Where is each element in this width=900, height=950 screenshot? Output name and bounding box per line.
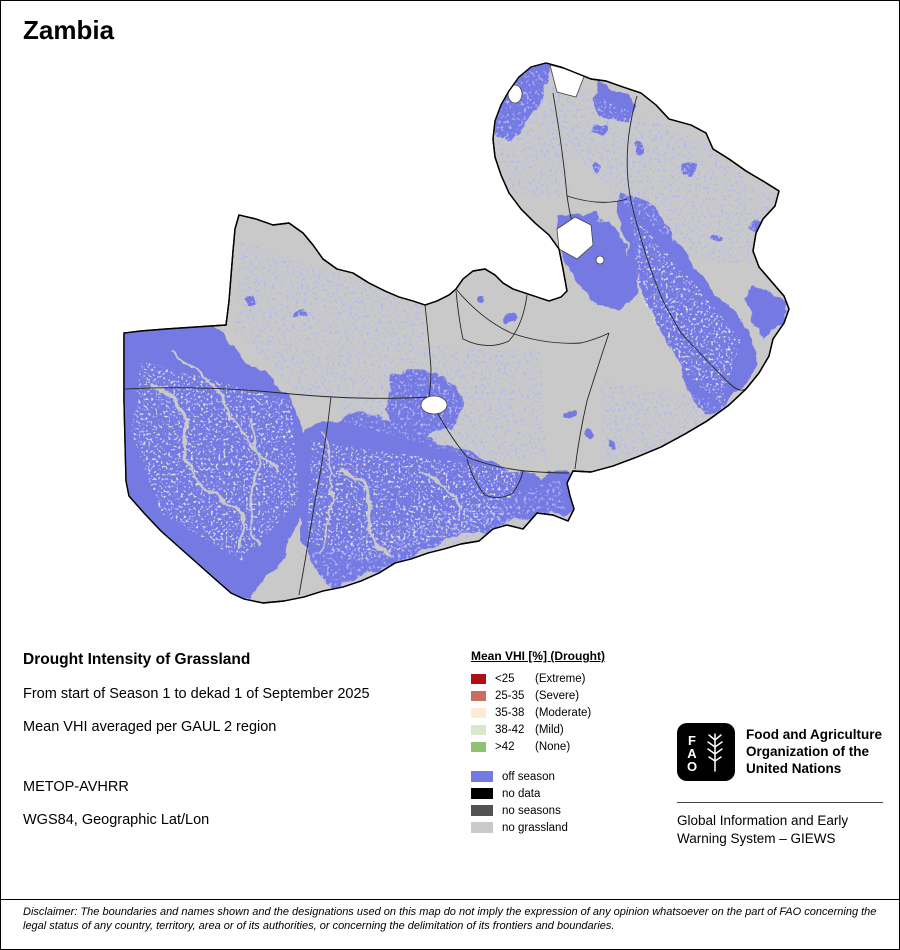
legend-extra-label: no data	[502, 787, 541, 800]
legend-extra-row: no data	[471, 785, 605, 802]
legend-class-name: (Extreme)	[535, 672, 586, 685]
fao-block: F A O Food and Agriculture Organization …	[677, 723, 885, 848]
giews-label: Global Information and Early Warning Sys…	[677, 813, 849, 846]
grass-veins	[150, 349, 461, 557]
legend-class-range: 25-35	[495, 689, 525, 702]
legend-swatch-no-grassland	[471, 822, 493, 833]
info-heading: Drought Intensity of Grassland	[23, 651, 251, 668]
disclaimer-text: Disclaimer: The boundaries and names sho…	[1, 899, 899, 933]
page-title: Zambia	[23, 15, 115, 45]
info-period: From start of Season 1 to dekad 1 of Sep…	[23, 686, 370, 702]
legend-class-range: <25	[495, 672, 515, 685]
wheat-icon	[707, 733, 723, 772]
legend-swatch-severe	[471, 690, 486, 701]
legend-extra-label: no seasons	[502, 804, 561, 817]
legend-swatch-no-data	[471, 788, 493, 799]
legend-extra-row: no grassland	[471, 819, 605, 836]
map-info: Drought Intensity of Grassland From star…	[23, 651, 370, 828]
legend-swatch-mild	[471, 724, 486, 735]
legend-class-row: 38-42 (Mild)	[471, 721, 605, 738]
legend-class-name: (Severe)	[535, 689, 580, 702]
legend-class-name: (Mild)	[535, 723, 564, 736]
country-outline	[123, 62, 790, 604]
fao-logo-letter: F	[688, 733, 696, 748]
info-aggregation: Mean VHI averaged per GAUL 2 region	[23, 719, 277, 735]
legend-swatch-moderate	[471, 707, 486, 718]
fao-logo-letter: O	[687, 759, 697, 774]
legend: Mean VHI [%] (Drought) <25 (Extreme) 25-…	[471, 649, 605, 836]
fao-divider	[677, 802, 883, 803]
fao-logo-letter: A	[687, 746, 697, 761]
legend-class-name: (Moderate)	[535, 706, 592, 719]
province-borders	[124, 92, 747, 596]
legend-extra-label: no grassland	[502, 821, 568, 834]
fao-org-name: Food and Agriculture Organization of the…	[746, 727, 882, 776]
info-projection: WGS84, Geographic Lat/Lon	[23, 812, 210, 828]
legend-class-range: >42	[495, 740, 515, 753]
legend-title: Mean VHI [%] (Drought)	[471, 649, 605, 663]
legend-class-range: 35-38	[495, 706, 525, 719]
fao-logo: F A O	[677, 723, 735, 781]
legend-extra-row: no seasons	[471, 802, 605, 819]
legend-class-row: <25 (Extreme)	[471, 670, 605, 687]
legend-extra-row: off season	[471, 768, 605, 785]
legend-swatch-off-season	[471, 771, 493, 782]
legend-class-name: (None)	[535, 740, 571, 753]
legend-swatch-no-seasons	[471, 805, 493, 816]
legend-class-row: 35-38 (Moderate)	[471, 704, 605, 721]
legend-class-row: 25-35 (Severe)	[471, 687, 605, 704]
legend-class-range: 38-42	[495, 723, 525, 736]
grassland-texture	[131, 211, 741, 561]
legend-extra-label: off season	[502, 770, 555, 783]
info-sensor: METOP-AVHRR	[23, 779, 129, 795]
legend-swatch-extreme	[471, 673, 486, 684]
legend-swatch-none	[471, 741, 486, 752]
legend-class-row: >42 (None)	[471, 738, 605, 755]
